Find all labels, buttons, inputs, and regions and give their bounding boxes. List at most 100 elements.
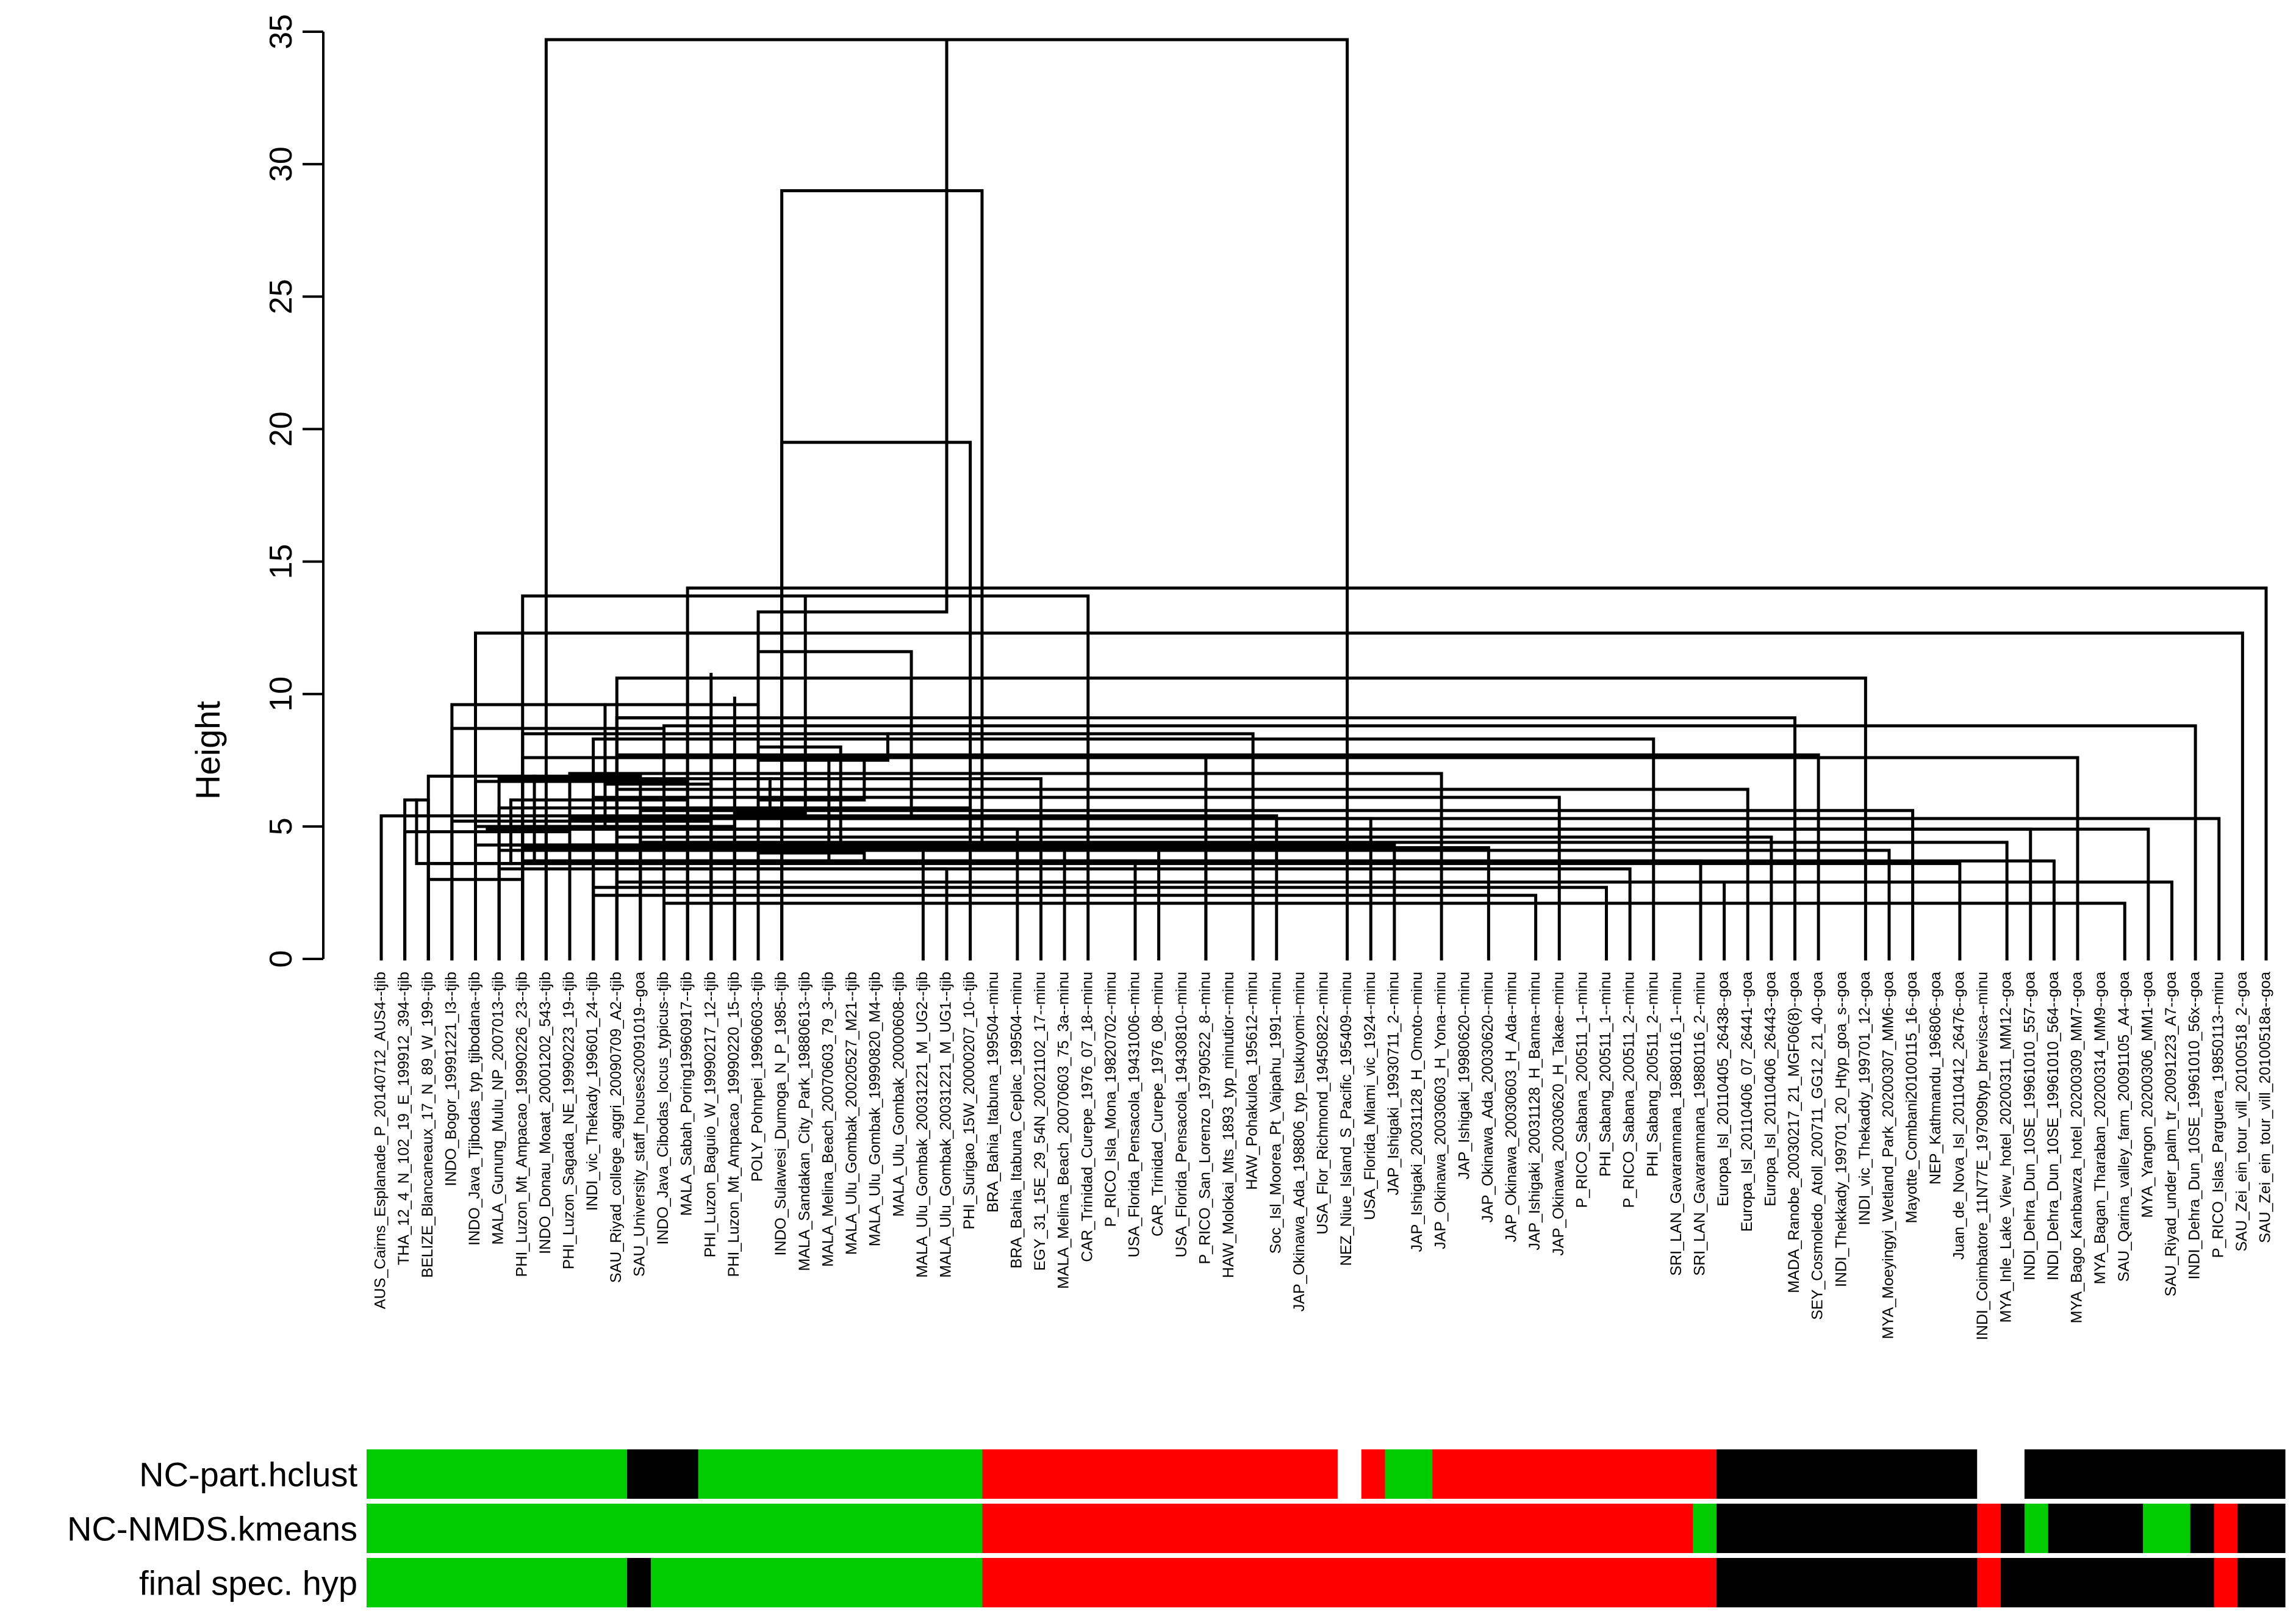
leaf-label: SAU_Zei_ein_tour_vill_20100518_2--goa bbox=[2233, 972, 2250, 1252]
leaf-label: MYA_Yangon_20200306_MM1--goa bbox=[2139, 972, 2156, 1218]
leaf-label: INDI_vic_Thekady_199601_24--tjib bbox=[584, 972, 601, 1211]
leaf-label: INDI_Dehra_Dun_10SE_19961010_557--goa bbox=[2021, 972, 2038, 1280]
color-bar-label: NC-part.hclust bbox=[139, 1455, 357, 1494]
leaf-label: SAU_Qarina_valley_farm_20091105_A4--goa bbox=[2115, 972, 2133, 1282]
leaf-label: MALA_Ulu_Gombak_20000608--tjib bbox=[890, 972, 907, 1217]
leaf-label: PHI_Sabang_200511_1--minu bbox=[1597, 972, 1614, 1177]
color-bar-label: NC-NMDS.kmeans bbox=[67, 1510, 357, 1548]
leaf-label: USA_Florida_Pensacola_19431006--minu bbox=[1126, 972, 1143, 1257]
leaf-label: MALA_Ulu_Gombak_20031221_M_UG2--tjib bbox=[914, 972, 931, 1278]
leaf-label: PHI_Luzon_Baguio_W_19990217_12--tjib bbox=[701, 972, 719, 1257]
leaf-label: NEZ_Niue_Island_S_Pacific_195409--minu bbox=[1338, 972, 1355, 1266]
leaf-label: INDI_Thekkady_199701_20_Htyp_goa_s--goa bbox=[1832, 972, 1849, 1287]
color-bar-segment bbox=[2237, 1504, 2286, 1553]
leaf-label: P_RICO_Isla_Mona_19820702--minu bbox=[1102, 972, 1119, 1227]
leaf-label: Europa_Isl_20110406_07_26441--goa bbox=[1738, 972, 1756, 1232]
leaf-label: P_RICO_Sabana_200511_2--minu bbox=[1621, 972, 1638, 1208]
leaf-label: P_RICO_Islas_Parguera_19850113--minu bbox=[2209, 972, 2226, 1258]
color-bar-segment bbox=[1693, 1504, 1717, 1553]
leaf-label: MALA_Gunung_Mulu_NP_2007013--tjib bbox=[490, 972, 507, 1245]
leaf-label: Europa_Isl_20110406_26443--goa bbox=[1762, 972, 1779, 1207]
color-bar-segment bbox=[367, 1558, 628, 1607]
leaf-label: JAP_Ishigaki_20031128_H_Omoto--minu bbox=[1408, 972, 1426, 1252]
leaf-label: BELIZE_Blancaneaux_17_N_89_W_199--tjib bbox=[419, 972, 436, 1278]
leaf-label: Europa_Isl_20110405_26438--goa bbox=[1715, 972, 1732, 1207]
leaf-label: USA_Florida_Pensacola_19430810--minu bbox=[1173, 972, 1190, 1257]
color-bar-segment bbox=[1977, 1449, 2025, 1499]
leaf-label: SRI_LAN_Gavaramnana_19880116_1--minu bbox=[1668, 972, 1685, 1276]
leaf-label: INDI_vic_Thekaddy_199701_12--goa bbox=[1856, 972, 1873, 1225]
color-bar-segment bbox=[627, 1558, 651, 1607]
leaf-label: MALA_Sandakan_City_Park_19880613--tjib bbox=[796, 972, 813, 1271]
color-bar-segment bbox=[367, 1504, 983, 1553]
leaf-label: USA_Florida_Miami_vic_1924--minu bbox=[1361, 972, 1379, 1220]
leaf-label: CAR_Trinidad_Curepe_1976_08--minu bbox=[1149, 972, 1166, 1236]
y-tick-label: 30 bbox=[264, 146, 299, 182]
leaf-label: JAP_Ishigaki_19930711_2--minu bbox=[1385, 972, 1402, 1195]
color-bar-segment bbox=[2214, 1558, 2238, 1607]
leaf-label: NEP_Kathmandu_196806--goa bbox=[1927, 972, 1944, 1185]
color-bar-segment bbox=[2024, 1504, 2049, 1553]
dendrogram-link bbox=[639, 859, 2056, 961]
color-bar-segment bbox=[2024, 1449, 2286, 1499]
leaf-label: MALA_Ulu_Gombak_20031221_M_UG1--tjib bbox=[938, 972, 955, 1278]
leaf-label: MYA_Bagan_Tharaban_20200314_MM9--goa bbox=[2092, 972, 2109, 1284]
leaf-label: THA_12_4_N_102_19_E_199912_394--tjib bbox=[395, 972, 412, 1265]
leaf-label: JAP_Ishigaki_19980620--minu bbox=[1455, 972, 1473, 1180]
y-tick-label: 10 bbox=[264, 676, 299, 712]
leaf-label: MYA_Inle_Lake_View_hotel_20200311_MM12--… bbox=[1998, 972, 2015, 1322]
color-bar-segment bbox=[2001, 1504, 2025, 1553]
leaf-label: PHI_Luzon_Sagada_NE_19990223_19--tjib bbox=[561, 972, 578, 1269]
leaf-label: INDI_Coimbatore_11N77E_197909typ_brevisc… bbox=[1974, 972, 1991, 1340]
leaf-label: HAW_Molokai_Mts_1893_typ_minutior--minu bbox=[1220, 972, 1237, 1278]
leaf-labels: AUS_Cairns_Esplanade_P_20140712_AUS4--tj… bbox=[372, 972, 2274, 1340]
leaf-label: JAP_Okinawa_Ada_198806_typ_tsukuyomi--mi… bbox=[1291, 972, 1308, 1312]
y-axis: 0 5 10 15 20 25 30 35 bbox=[264, 14, 325, 968]
color-bar-segment bbox=[2214, 1504, 2238, 1553]
color-bar-segment bbox=[627, 1449, 699, 1499]
leaf-label: SAU_Riyad_under_palm_tr_20091223_A7--goa bbox=[2162, 972, 2179, 1296]
color-bar-segment bbox=[698, 1449, 983, 1499]
color-bar-label: final spec. hyp bbox=[139, 1564, 357, 1602]
leaf-label: HAW_Pohakuloa_195612--minu bbox=[1244, 972, 1261, 1190]
leaf-label: INDO_Bogor_19991221_I3--tjib bbox=[442, 972, 459, 1186]
color-bar-segment bbox=[982, 1558, 1717, 1607]
leaf-label: PHI_Luzon_Mt_Ampacao_19990220_15--tjib bbox=[725, 972, 742, 1277]
color-bar-segment bbox=[1717, 1558, 1978, 1607]
leaf-label: Mayotte_Combani20100115_16--goa bbox=[1903, 972, 1920, 1223]
leaf-label: BRA_Bahia_Itabuna_Ceplac_199504--minu bbox=[1008, 972, 1025, 1268]
color-bar-segment bbox=[2143, 1504, 2191, 1553]
leaf-label: INDO_Java_Tjibodas_typ_tjibodana--tjib bbox=[466, 972, 483, 1246]
color-bars: NC-part.hclust NC-NMDS.kmeans final spec. … bbox=[67, 1449, 2286, 1607]
leaf-label: MALA_Melina_Beach_20070603_79_3--tjib bbox=[819, 972, 836, 1267]
y-tick-label: 5 bbox=[264, 817, 299, 835]
leaf-label: INDO_Java_Cibodas_locus_typicus--tjib bbox=[655, 972, 672, 1244]
leaf-label: SAU_Zei_ein_tour_vill_20100518a--goa bbox=[2257, 972, 2274, 1243]
leaf-label: Juan_de_Nova_Isl_20110412_26476--goa bbox=[1950, 972, 1967, 1260]
dendrogram-link bbox=[756, 38, 949, 961]
leaf-label: INDI_Dehra_Dun_10SE_19961010_56x--goa bbox=[2186, 972, 2203, 1280]
dendrogram-link bbox=[509, 798, 689, 961]
leaf-label: JAP_Okinawa_20030620_H_Takae--minu bbox=[1550, 972, 1567, 1256]
dendrogram-link bbox=[662, 817, 2221, 961]
y-tick-label: 35 bbox=[264, 14, 299, 49]
y-tick-label: 15 bbox=[264, 544, 299, 580]
dendrogram-link bbox=[686, 586, 2268, 961]
leaf-label: MALA_Ulu_Gombak_19990820_M4--tjib bbox=[867, 972, 884, 1246]
leaf-label: CAR_Trinidad_Curepe_1976_07_18--minu bbox=[1078, 972, 1096, 1262]
y-tick-label: 0 bbox=[264, 950, 299, 968]
color-bar-segment bbox=[1385, 1449, 1433, 1499]
leaf-label: MALA_Ulu_Gombak_20020527_M21--tjib bbox=[843, 972, 860, 1255]
color-bar-segment bbox=[1337, 1449, 1362, 1499]
leaf-label: JAP_Okinawa_20030603_H_Ada--minu bbox=[1503, 972, 1520, 1242]
color-bar-segment bbox=[1977, 1558, 2001, 1607]
leaf-label: INDI_Dehra_Dun_10SE_19961010_564--goa bbox=[2045, 972, 2062, 1280]
leaf-label: JAP_Okinawa_Ada_20030620--minu bbox=[1479, 972, 1496, 1222]
color-bar-segment bbox=[1717, 1504, 1978, 1553]
leaf-label: P_RICO_Sabana_200511_1--minu bbox=[1573, 972, 1590, 1208]
color-bar-segment bbox=[1432, 1449, 1717, 1499]
leaf-label: SRI_LAN_Gavaramnana_19880116_2--minu bbox=[1692, 972, 1709, 1276]
leaf-label: PHI_Surigao_15W_20000207_10--tjib bbox=[961, 972, 978, 1230]
color-bar-segment bbox=[1717, 1449, 1978, 1499]
